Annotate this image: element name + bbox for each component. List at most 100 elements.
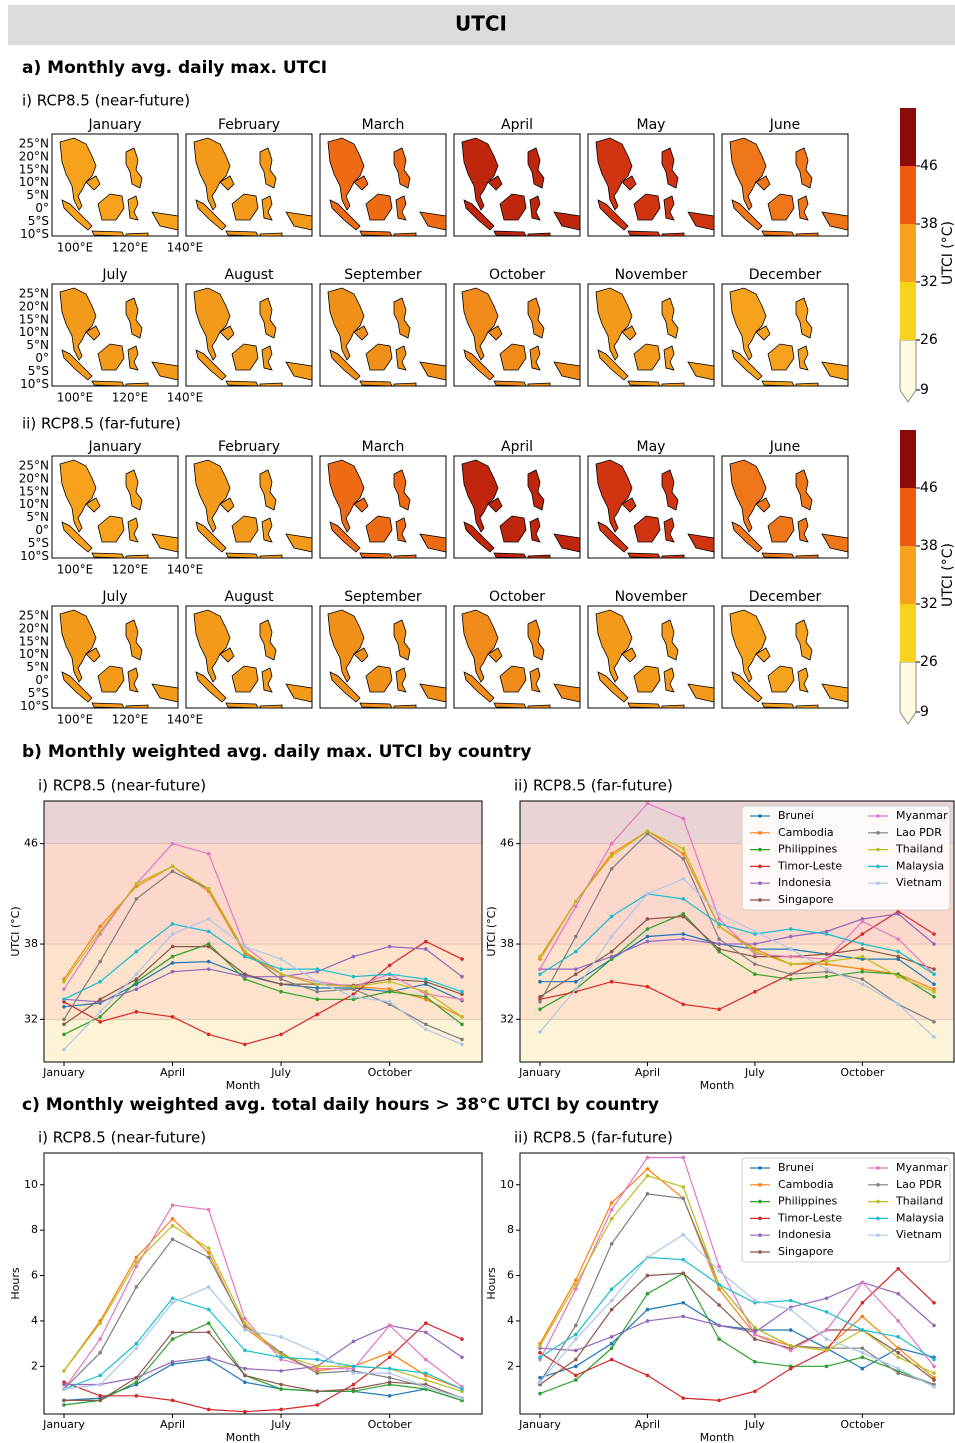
point [753, 972, 757, 976]
point [387, 999, 392, 1004]
point [98, 1350, 102, 1355]
point [824, 929, 829, 934]
point [62, 1369, 66, 1373]
map-land [595, 609, 715, 709]
map-month: September [344, 267, 422, 283]
land [97, 343, 125, 371]
land [661, 704, 685, 709]
point [98, 959, 102, 964]
land [97, 665, 125, 693]
series-line [539, 1168, 935, 1379]
land [597, 521, 629, 553]
point [315, 1012, 320, 1017]
point [824, 1348, 829, 1353]
land [493, 702, 527, 709]
point [932, 967, 936, 971]
land [729, 137, 767, 211]
point [753, 949, 757, 954]
point [315, 989, 320, 994]
x-tick-label: April [160, 1066, 185, 1079]
land [225, 380, 259, 387]
land [393, 232, 417, 237]
point [134, 1375, 139, 1380]
point [460, 997, 464, 1002]
land [595, 459, 633, 533]
point [609, 1241, 614, 1246]
x-axis-label: Month [700, 1079, 735, 1092]
point [538, 957, 542, 961]
land [755, 175, 771, 191]
land [231, 515, 259, 543]
point [824, 957, 829, 961]
lat-label: 0° [35, 201, 49, 215]
point [98, 1010, 102, 1014]
legend-marker [876, 1166, 880, 1170]
map-month: August [225, 589, 275, 605]
land [353, 325, 369, 341]
point [609, 1217, 614, 1221]
point [206, 1407, 211, 1412]
point [860, 1355, 865, 1360]
point [460, 992, 464, 997]
legend-label: Malaysia [896, 1211, 944, 1224]
lat-label: 15°N [19, 634, 49, 648]
legend-marker [758, 814, 762, 818]
land [261, 345, 273, 371]
series-line [539, 915, 935, 998]
land [219, 175, 235, 191]
land [761, 380, 795, 387]
point [753, 942, 757, 946]
point [170, 1015, 175, 1019]
series-line [539, 1156, 935, 1367]
point [896, 1366, 900, 1371]
x-tick-label: October [368, 1066, 412, 1079]
land [393, 147, 411, 189]
point [645, 1192, 650, 1196]
point [645, 927, 650, 931]
legend-label: Brunei [778, 809, 814, 822]
land [97, 515, 125, 543]
point [609, 851, 614, 856]
point [753, 989, 757, 994]
land [755, 497, 771, 513]
lon-label: 120°E [112, 713, 149, 727]
point [896, 972, 900, 976]
point [134, 987, 139, 992]
point [753, 1389, 757, 1394]
point [351, 994, 356, 999]
point [645, 1255, 650, 1260]
land [499, 515, 527, 543]
point [681, 1396, 686, 1400]
land [125, 382, 149, 387]
lat-label: 5°N [26, 338, 49, 352]
legend-label: Brunei [778, 1161, 814, 1174]
legend-box [741, 805, 951, 911]
land [97, 193, 125, 221]
point [860, 1314, 865, 1319]
point [206, 917, 211, 921]
legend-marker [876, 1183, 880, 1187]
point [788, 1344, 793, 1348]
point [681, 937, 686, 941]
series-line [539, 830, 935, 990]
map-month: February [218, 439, 280, 455]
land [633, 515, 661, 543]
land [61, 349, 93, 381]
point [609, 854, 614, 859]
land [127, 517, 139, 543]
map-month: December [749, 267, 822, 283]
legend-label: Lao PDR [896, 1178, 942, 1191]
y-tick-label: 8 [507, 1223, 514, 1236]
point [717, 949, 721, 954]
point [788, 954, 793, 959]
point [315, 1357, 320, 1362]
series-line [539, 1233, 935, 1388]
point [98, 1398, 102, 1403]
y-tick-label: 38 [24, 937, 38, 950]
lat-label: 10°N [19, 497, 49, 511]
point [170, 869, 175, 874]
point [609, 1298, 614, 1303]
figure-title: UTCI [455, 12, 507, 36]
point [681, 1185, 686, 1189]
land [59, 137, 97, 211]
